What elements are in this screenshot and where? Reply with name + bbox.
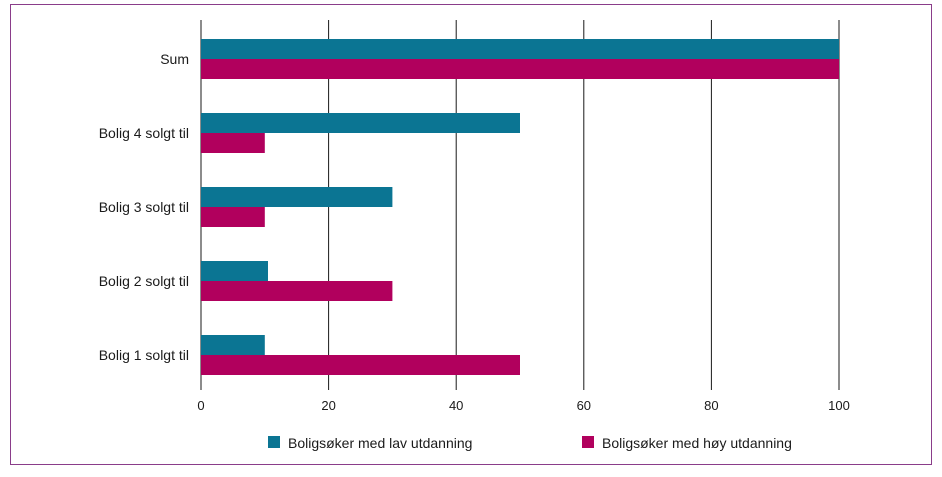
- category-labels: Sum Bolig 4 solgt til Bolig 3 solgt til Bol…: [99, 51, 189, 363]
- bars: [201, 39, 839, 375]
- bar-lav-1: [201, 113, 520, 133]
- bar-lav-3: [201, 261, 268, 281]
- x-tick-labels: 0 20 40 60 80 100: [197, 398, 849, 413]
- x-tick-label: 100: [828, 398, 850, 413]
- bar-hoy-2: [201, 207, 265, 227]
- legend-swatch: [582, 436, 594, 448]
- legend: Boligsøker med lav utdanning Boligsøker m…: [268, 435, 792, 451]
- category-label: Sum: [160, 51, 189, 67]
- bar-hoy-3: [201, 281, 393, 301]
- category-label: Bolig 1 solgt til: [99, 347, 189, 363]
- x-tick-label: 80: [704, 398, 718, 413]
- x-tick-label: 60: [577, 398, 591, 413]
- bar-lav-2: [201, 187, 393, 207]
- legend-label: Boligsøker med lav utdanning: [288, 435, 472, 451]
- bar-hoy-0: [201, 59, 839, 79]
- x-tick-label: 20: [321, 398, 335, 413]
- bar-hoy-4: [201, 355, 520, 375]
- grid-lines: [200, 20, 840, 390]
- category-label: Bolig 2 solgt til: [99, 273, 189, 289]
- legend-swatch: [268, 436, 280, 448]
- bar-hoy-1: [201, 133, 265, 153]
- x-tick-label: 40: [449, 398, 463, 413]
- category-label: Bolig 3 solgt til: [99, 199, 189, 215]
- bar-lav-0: [201, 39, 839, 59]
- bar-lav-4: [201, 335, 265, 355]
- category-label: Bolig 4 solgt til: [99, 125, 189, 141]
- chart-frame: [10, 4, 932, 465]
- x-tick-label: 0: [197, 398, 204, 413]
- legend-label: Boligsøker med høy utdanning: [602, 435, 792, 451]
